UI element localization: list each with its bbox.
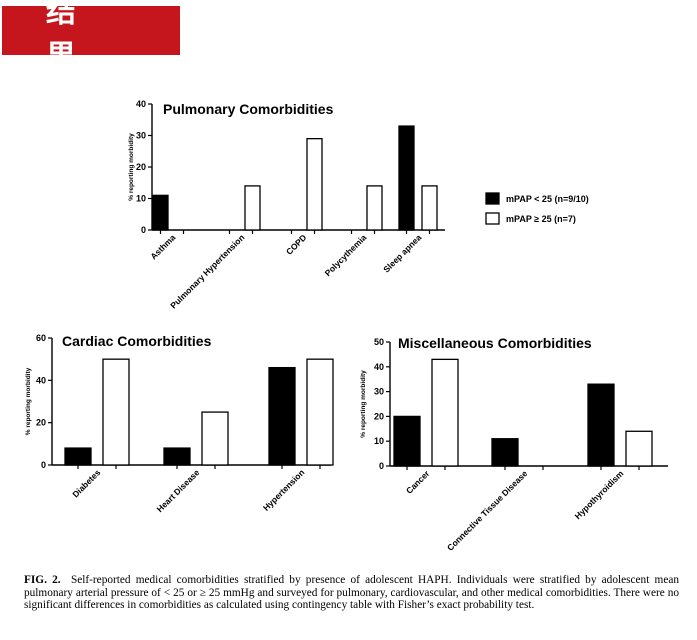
misc-bar-high [625,430,653,467]
cardiac-y-tick-label: 40 [36,375,46,385]
misc-category-label: Cancer [404,468,432,496]
pulmonary-bar-low [398,125,415,231]
section-banner: 结 果 [2,0,180,74]
cardiac-y-tick-label: 0 [41,460,46,470]
cardiac-category-label: Heart Disease [155,467,202,514]
misc-y-axis-title: % reporting morbidity [360,370,367,438]
pulmonary-category-label: COPD [284,232,308,256]
misc-bar-low [491,438,519,467]
pulmonary-y-axis-title: % reporting morbidity [128,133,135,201]
misc-bar-high [431,358,459,467]
cardiac-y-tick-label: 20 [36,418,46,428]
misc-y-tick-label: 50 [374,337,384,347]
pulmonary-y-tick-label: 40 [136,99,146,109]
misc-y-tick-label: 10 [374,436,384,446]
pulmonary-category-label: Sleep apnea [381,232,423,274]
misc-y-tick-label: 30 [374,387,384,397]
figure-caption: FIG. 2. Self-reported medical comorbidit… [24,574,679,612]
pulmonary-bar-high [306,137,323,231]
misc-category-label: Connective Tissue Disease [445,468,530,553]
misc-bar-low [587,383,615,467]
pulmonary-y-tick-label: 0 [141,225,146,235]
pulmonary-chart: 0 10 20 30 40 % reporting morbidity Pulmonary … [128,99,445,311]
cardiac-bar-high [201,411,229,466]
misc-chart: 0 10 20 30 40 50 % reporting morbidity Miscella… [360,335,668,553]
cardiac-title: Cardiac Comorbidities [62,333,212,349]
caption-text: Self-reported medical comorbidities stra… [24,574,679,611]
pulmonary-category-label: Polycythemia [323,232,369,278]
pulmonary-category-label: Pulmonary Hypertension [168,232,246,310]
pulmonary-bar-high [421,185,438,231]
banner-text: 结 果 [46,0,100,74]
pulmonary-y-tick-label: 30 [136,131,146,141]
misc-category-label: Hypothyroidism [573,468,626,521]
legend-label-high: mPAP ≥ 25 (n=7) [506,214,576,224]
cardiac-y-axis-title: % reporting morbidity [25,367,32,435]
cardiac-category-label: Hypertension [261,467,306,512]
cardiac-bar-high [102,358,130,466]
cardiac-chart: 0 20 40 60 % reporting morbidity Cardiac Como… [25,333,334,514]
pulmonary-bar-high [244,185,261,231]
misc-title: Miscellaneous Comorbidities [398,335,592,351]
cardiac-bar-low [64,447,92,466]
caption-label: FIG. 2. [24,574,61,586]
legend-label-low: mPAP < 25 (n=9/10) [506,194,589,204]
pulmonary-bar-low [152,194,169,231]
cardiac-y-tick-label: 60 [36,333,46,343]
cardiac-bar-high [306,358,334,466]
legend: mPAP < 25 (n=9/10) mPAP ≥ 25 (n=7) [485,192,589,225]
legend-swatch-low [485,192,500,205]
misc-y-tick-label: 0 [379,461,384,471]
pulmonary-bar-high [366,185,383,231]
cardiac-category-label: Diabetes [70,467,102,499]
pulmonary-title: Pulmonary Comorbidities [163,101,334,117]
misc-y-tick-label: 20 [374,411,384,421]
pulmonary-category-label: Asthma [148,232,177,261]
comorbidity-charts: 0 10 20 30 40 % reporting morbidity Pulmonary … [25,99,668,553]
cardiac-bar-low [163,447,191,466]
cardiac-bar-low [268,366,296,466]
misc-y-tick-label: 40 [374,362,384,372]
pulmonary-y-tick-label: 10 [136,194,146,204]
misc-bar-low [393,415,421,467]
pulmonary-y-tick-label: 20 [136,162,146,172]
legend-swatch-high [485,212,500,225]
